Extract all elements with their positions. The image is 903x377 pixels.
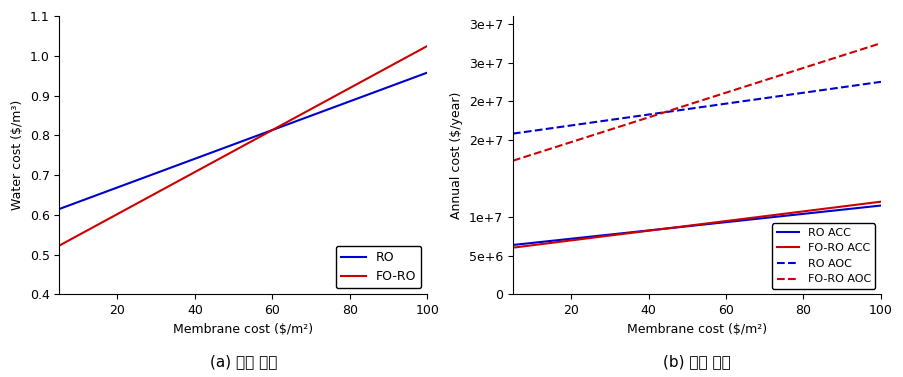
Line: FO-RO AOC: FO-RO AOC: [512, 43, 880, 161]
RO ACC: [724, 219, 735, 224]
FO-RO ACC: [726, 218, 737, 222]
FO-RO ACC: [507, 245, 517, 250]
RO AOC: [726, 101, 737, 105]
FO-RO: [364, 75, 375, 80]
RO: [272, 126, 283, 130]
RO ACC: [507, 243, 517, 247]
Line: RO ACC: RO ACC: [512, 205, 880, 245]
X-axis label: Membrane cost ($/m²): Membrane cost ($/m²): [173, 323, 313, 336]
RO: [279, 123, 290, 128]
RO: [422, 70, 433, 75]
Line: FO-RO ACC: FO-RO ACC: [512, 202, 880, 248]
FO-RO AOC: [817, 60, 828, 64]
Legend: RO, FO-RO: RO, FO-RO: [335, 246, 421, 288]
RO ACC: [732, 219, 743, 223]
RO ACC: [840, 207, 851, 211]
FO-RO ACC: [508, 245, 519, 250]
FO-RO ACC: [875, 199, 886, 204]
FO-RO AOC: [507, 158, 517, 163]
RO: [55, 206, 66, 211]
FO-RO: [279, 121, 290, 126]
RO AOC: [875, 80, 886, 84]
FO-RO AOC: [732, 86, 743, 91]
Legend: RO ACC, FO-RO ACC, RO AOC, FO-RO AOC: RO ACC, FO-RO ACC, RO AOC, FO-RO AOC: [771, 223, 874, 289]
RO: [54, 207, 65, 211]
FO-RO: [387, 62, 398, 67]
RO AOC: [840, 84, 851, 89]
FO-RO: [273, 124, 284, 129]
Text: (b) 연간 비용: (b) 연간 비용: [662, 354, 730, 369]
Line: RO: RO: [60, 73, 427, 209]
FO-RO: [272, 125, 283, 130]
RO: [273, 126, 284, 130]
Y-axis label: Annual cost ($/year): Annual cost ($/year): [450, 92, 463, 219]
FO-RO AOC: [726, 89, 737, 93]
FO-RO: [422, 44, 433, 48]
Line: RO AOC: RO AOC: [512, 82, 880, 133]
FO-RO: [55, 243, 66, 247]
RO: [364, 92, 375, 96]
RO AOC: [732, 100, 743, 104]
FO-RO AOC: [875, 41, 886, 46]
RO ACC: [508, 242, 519, 247]
X-axis label: Membrane cost ($/m²): Membrane cost ($/m²): [626, 323, 766, 336]
Y-axis label: Water cost ($/m³): Water cost ($/m³): [11, 100, 24, 210]
RO AOC: [724, 101, 735, 105]
RO AOC: [508, 131, 519, 136]
FO-RO ACC: [840, 204, 851, 208]
Line: FO-RO: FO-RO: [60, 46, 427, 245]
RO ACC: [875, 203, 886, 208]
FO-RO ACC: [732, 217, 743, 222]
FO-RO: [54, 243, 65, 248]
Text: (a) 생산 단가: (a) 생산 단가: [209, 354, 276, 369]
FO-RO ACC: [817, 207, 828, 211]
FO-RO AOC: [840, 52, 851, 57]
RO AOC: [817, 88, 828, 92]
RO: [387, 83, 398, 87]
FO-RO AOC: [724, 89, 735, 93]
RO ACC: [817, 210, 828, 214]
RO AOC: [507, 131, 517, 136]
RO ACC: [726, 219, 737, 224]
FO-RO AOC: [508, 158, 519, 162]
FO-RO ACC: [724, 218, 735, 223]
